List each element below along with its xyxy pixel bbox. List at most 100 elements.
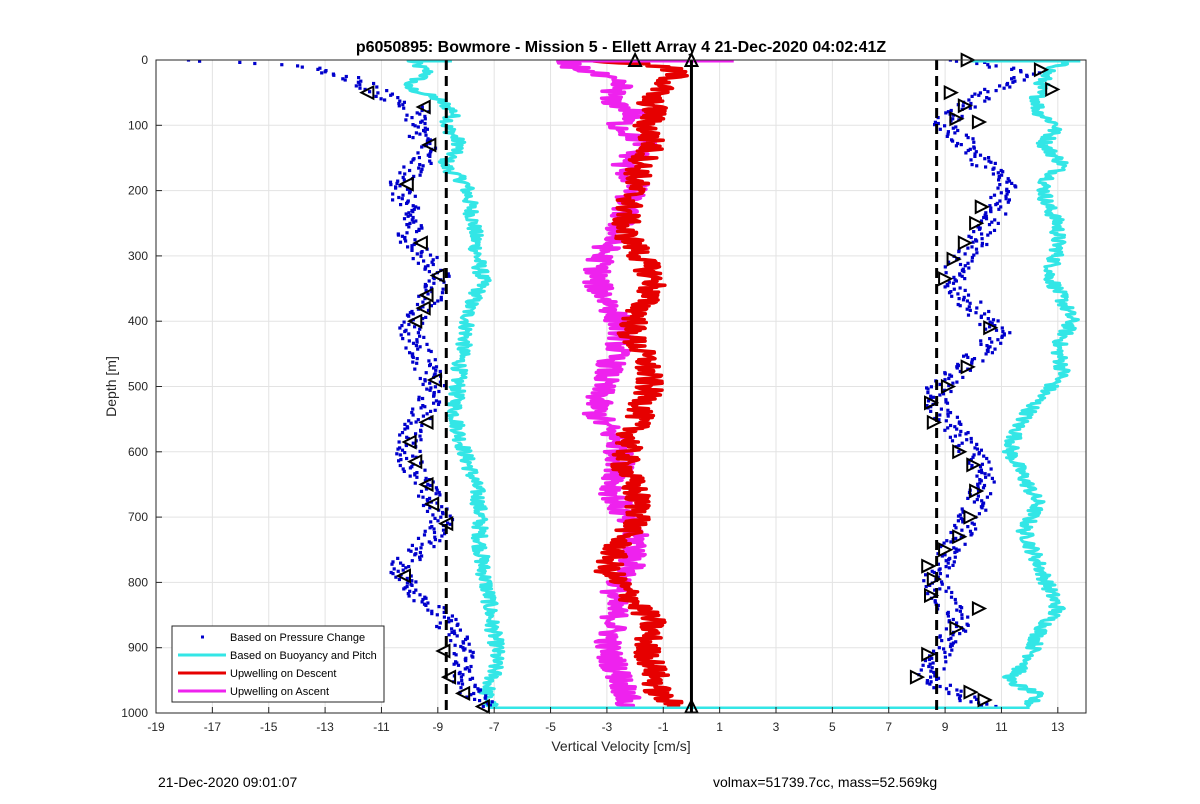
pressure-point [942,541,946,545]
turn-marker-left [415,99,431,115]
pressure-point [452,652,456,656]
pressure-point [987,159,991,163]
pressure-point [405,456,409,461]
pressure-point [999,205,1003,209]
pressure-point [433,385,437,389]
pressure-point [990,340,994,344]
pressure-point [968,529,973,533]
pressure-point [397,104,401,108]
pressure-point [447,633,451,637]
pressure-point [471,655,475,659]
turn-marker-right [938,542,954,558]
pressure-point [983,312,987,316]
pressure-point [991,167,995,171]
pressure-point [238,60,242,64]
pressure-point [453,632,457,636]
pressure-point [959,429,963,433]
pressure-point [434,365,439,369]
pressure-point [405,585,409,589]
pressure-point [423,130,427,134]
pressure-point [938,635,942,639]
pressure-point [963,288,967,292]
pressure-point [461,641,466,645]
pressure-point [932,649,936,653]
pressure-point [929,394,933,398]
pressure-point [403,422,407,426]
pressure-point [435,255,439,260]
pressure-point [1000,173,1004,177]
pressure-point [429,541,433,545]
pressure-point [433,408,437,412]
turn-marker-right [963,684,979,700]
pressure-point [950,294,954,298]
pressure-point [953,131,957,135]
pressure-point [953,523,957,528]
pressure-point [416,206,421,210]
pressure-point [418,306,423,310]
pressure-point [421,317,425,321]
pressure-point [958,262,963,267]
pressure-point [473,684,477,689]
pressure-point [401,193,405,197]
pressure-point [971,240,975,244]
pressure-point [971,455,975,459]
pressure-point [403,237,407,241]
turn-marker-left [426,372,442,388]
pressure-point [423,267,427,271]
x-tick-label: -5 [545,720,556,734]
pressure-point [280,63,284,67]
pressure-point [946,614,950,618]
pressure-point [977,452,981,456]
pressure-point [435,613,439,617]
pressure-point [975,306,979,310]
pressure-point [949,423,953,428]
pressure-point [420,145,424,149]
pressure-point [992,480,996,484]
pressure-point [946,130,950,134]
pressure-point [402,178,406,182]
pressure-point [421,597,425,602]
pressure-point [980,471,984,475]
pressure-point [983,472,987,476]
pressure-point [425,387,429,391]
pressure-point [359,79,363,83]
pressure-point [960,114,964,118]
pressure-point [398,453,402,457]
pressure-point [354,84,358,88]
pressure-point [1025,74,1029,79]
pressure-point [398,240,403,244]
pressure-point [964,151,968,155]
pressure-point [990,476,994,480]
pressure-point [1005,192,1009,196]
pressure-point [987,97,991,101]
turn-marker-right [1033,62,1050,78]
pressure-point [405,231,409,235]
pressure-point [434,368,438,372]
pressure-point [416,151,420,155]
pressure-point [415,357,419,361]
pressure-point [407,332,411,336]
pressure-point [469,693,473,697]
pressure-point [404,239,408,243]
pressure-point [938,684,942,689]
pressure-point [994,203,998,207]
pressure-point [1010,77,1014,81]
pressure-point [442,615,446,619]
pressure-point [391,198,395,202]
pressure-point [997,175,1001,180]
pressure-point [972,230,976,234]
pressure-point [422,335,426,339]
pressure-point [332,73,336,77]
pressure-point [424,315,428,319]
pressure-point [950,643,954,647]
pressure-point [948,411,953,415]
pressure-point [429,161,433,165]
pressure-point [358,83,362,87]
pressure-point [411,355,415,359]
y-tick-label: 600 [128,445,148,459]
axis-ticks: -19 -17 -15 -13 -11 -9 -7 -5 -3 -1 1 3 5 7 9 11 13010020… [121,53,1065,734]
pressure-point [400,431,405,435]
pressure-point [944,398,948,402]
pressure-point [958,433,962,437]
pressure-point [432,401,436,405]
